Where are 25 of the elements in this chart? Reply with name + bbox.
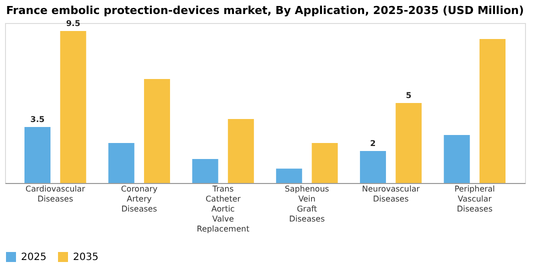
bar bbox=[192, 159, 218, 183]
x-tick-label: Peripheral Vascular Diseases bbox=[454, 184, 495, 214]
x-tick-label: Coronary Artery Diseases bbox=[120, 184, 158, 214]
bar bbox=[312, 143, 338, 183]
bar bbox=[444, 135, 470, 183]
bar bbox=[24, 127, 50, 183]
x-tick-label: Neurovascular Diseases bbox=[362, 184, 420, 204]
data-label: 9.5 bbox=[66, 19, 81, 28]
bar bbox=[276, 168, 302, 183]
x-tick-label: Cardiovascular Diseases bbox=[26, 184, 86, 204]
bar bbox=[228, 119, 254, 183]
data-label: 5 bbox=[406, 91, 412, 100]
bar bbox=[144, 79, 170, 183]
bar bbox=[480, 39, 506, 183]
bar bbox=[108, 143, 134, 183]
chart-title: France embolic protection-devices market, By Application, 2025-2035 (USD Million) bbox=[6, 4, 524, 17]
legend-label: 2025 bbox=[21, 252, 46, 263]
bar bbox=[60, 31, 86, 183]
data-label: 3.5 bbox=[30, 115, 45, 124]
x-tick-label: Saphenous Vein Graft Diseases bbox=[284, 184, 330, 224]
bar bbox=[360, 151, 386, 183]
data-label: 2 bbox=[370, 139, 376, 148]
x-tick-label: Trans Catheter Aortic Valve Replacement bbox=[196, 184, 250, 234]
bar bbox=[396, 103, 422, 183]
legend-label: 2035 bbox=[73, 252, 98, 263]
